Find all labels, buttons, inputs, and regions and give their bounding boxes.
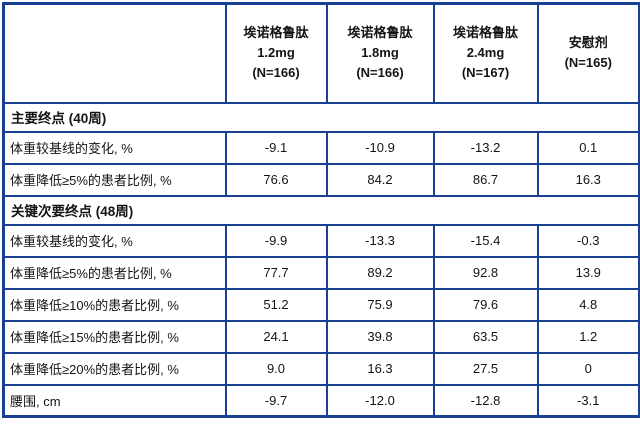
section-header-primary: 主要终点 (40周)	[2, 101, 640, 133]
sample-size: (N=166)	[252, 65, 300, 81]
value-cell: 51.2	[224, 287, 328, 322]
value-cell: 0.1	[536, 130, 640, 165]
row-label: 体重降低≥20%的患者比例, %	[2, 351, 227, 386]
drug-name: 安慰剂	[568, 35, 608, 51]
column-header-dose2: 埃诺格鲁肽 1.8mg (N=166)	[325, 2, 435, 104]
value-cell: -13.3	[325, 223, 435, 258]
column-header-dose1: 埃诺格鲁肽 1.2mg (N=166)	[224, 2, 328, 104]
table-row-waist: 腰围, cm -9.7 -12.0 -12.8 -3.1	[2, 383, 640, 418]
dose-label: 1.2mg	[257, 45, 295, 61]
value-cell: 92.8	[432, 255, 539, 290]
results-table: 埃诺格鲁肽 1.2mg (N=166) 埃诺格鲁肽 1.8mg (N=166) …	[2, 2, 640, 418]
table-row: 体重降低≥15%的患者比例, % 24.1 39.8 63.5 1.2	[2, 319, 640, 354]
row-label: 体重较基线的变化, %	[2, 130, 227, 165]
value-cell: -13.2	[432, 130, 539, 165]
section-title: 主要终点 (40周)	[2, 101, 640, 133]
value-cell: 16.3	[325, 351, 435, 386]
value-cell: -10.9	[325, 130, 435, 165]
column-header-dose3: 埃诺格鲁肽 2.4mg (N=167)	[432, 2, 539, 104]
table-row: 体重降低≥5%的患者比例, % 76.6 84.2 86.7 16.3	[2, 162, 640, 197]
row-label: 体重降低≥15%的患者比例, %	[2, 319, 227, 354]
value-cell: 1.2	[536, 319, 640, 354]
dose-label: 1.8mg	[361, 45, 399, 61]
value-cell: 77.7	[224, 255, 328, 290]
row-label: 腰围, cm	[2, 383, 227, 418]
value-cell: -12.0	[325, 383, 435, 418]
value-cell: 13.9	[536, 255, 640, 290]
row-label: 体重降低≥10%的患者比例, %	[2, 287, 227, 322]
sample-size: (N=167)	[461, 65, 510, 81]
value-cell: 27.5	[432, 351, 539, 386]
value-cell: 4.8	[536, 287, 640, 322]
header-row: 埃诺格鲁肽 1.2mg (N=166) 埃诺格鲁肽 1.8mg (N=166) …	[2, 2, 640, 104]
value-cell: 75.9	[325, 287, 435, 322]
table-row: 体重降低≥5%的患者比例, % 77.7 89.2 92.8 13.9	[2, 255, 640, 290]
value-cell: 24.1	[224, 319, 328, 354]
drug-name: 埃诺格鲁肽	[347, 25, 413, 41]
value-cell: 0	[536, 351, 640, 386]
table-row: 体重降低≥10%的患者比例, % 51.2 75.9 79.6 4.8	[2, 287, 640, 322]
value-cell: 86.7	[432, 162, 539, 197]
value-cell: 63.5	[432, 319, 539, 354]
value-cell: -3.1	[536, 383, 640, 418]
value-cell: -9.1	[224, 130, 328, 165]
row-label: 体重降低≥5%的患者比例, %	[2, 255, 227, 290]
value-cell: -12.8	[432, 383, 539, 418]
value-cell: 39.8	[325, 319, 435, 354]
drug-name: 埃诺格鲁肽	[243, 25, 309, 41]
drug-name: 埃诺格鲁肽	[452, 25, 518, 41]
value-cell: 84.2	[325, 162, 435, 197]
value-cell: 16.3	[536, 162, 640, 197]
column-header-placebo: 安慰剂 (N=165)	[536, 2, 640, 104]
sample-size: (N=166)	[356, 65, 404, 81]
section-title: 关键次要终点 (48周)	[2, 194, 640, 226]
empty-corner-cell	[2, 2, 227, 104]
sample-size: (N=165)	[564, 55, 612, 71]
row-label: 体重降低≥5%的患者比例, %	[2, 162, 227, 197]
dose-label: 2.4mg	[466, 45, 505, 61]
value-cell: 9.0	[224, 351, 328, 386]
value-cell: -0.3	[536, 223, 640, 258]
value-cell: -15.4	[432, 223, 539, 258]
row-label: 体重较基线的变化, %	[2, 223, 227, 258]
value-cell: 76.6	[224, 162, 328, 197]
table-row: 体重较基线的变化, % -9.1 -10.9 -13.2 0.1	[2, 130, 640, 165]
table-row: 体重较基线的变化, % -9.9 -13.3 -15.4 -0.3	[2, 223, 640, 258]
value-cell: 79.6	[432, 287, 539, 322]
section-header-secondary: 关键次要终点 (48周)	[2, 194, 640, 226]
value-cell: -9.9	[224, 223, 328, 258]
value-cell: 89.2	[325, 255, 435, 290]
table-row: 体重降低≥20%的患者比例, % 9.0 16.3 27.5 0	[2, 351, 640, 386]
value-cell: -9.7	[224, 383, 328, 418]
